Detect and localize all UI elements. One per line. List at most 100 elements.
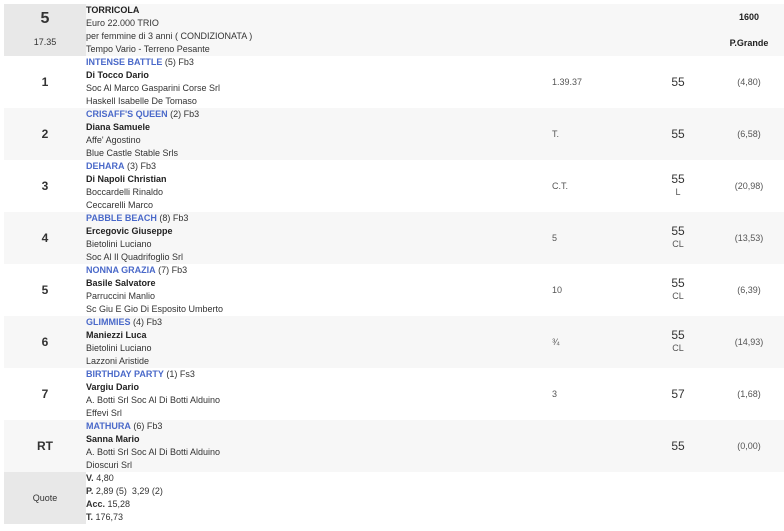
finish-position: 1 — [4, 56, 86, 108]
runner-info: INTENSE BATTLE (5) Fb3 Di Tocco Dario So… — [86, 56, 552, 108]
runner-row: 1 INTENSE BATTLE (5) Fb3 Di Tocco Dario … — [4, 56, 784, 108]
trainer: Soc Al Marco Gasparini Corse Srl — [86, 83, 221, 93]
race-header-row: 5 17.35 TORRICOLA Euro 22.000 TRIO per fe… — [4, 4, 784, 56]
owner: Sc Giu E Gio Di Esposito Umberto — [86, 304, 224, 314]
weight-cell: 55 CL — [642, 212, 714, 264]
runner-row: 3 DEHARA (3) Fb3 Di Napoli Christian Boc… — [4, 160, 784, 212]
race-time: 17.35 — [33, 36, 57, 47]
weight-cell: 55 — [642, 420, 714, 472]
quote-trio: T. 176,73 — [86, 512, 124, 522]
odds: (6,39) — [714, 264, 784, 316]
odds: (14,93) — [714, 316, 784, 368]
equipment-note: L — [675, 187, 681, 197]
runner-info: BIRTHDAY PARTY (1) Fs3 Vargiu Dario A. B… — [86, 368, 552, 420]
jockey: Di Tocco Dario — [86, 70, 149, 80]
race-name: TORRICOLA — [86, 5, 140, 15]
odds: (4,80) — [714, 56, 784, 108]
jockey: Diana Samuele — [86, 122, 151, 132]
finish-position: 6 — [4, 316, 86, 368]
runner-row: 5 NONNA GRAZIA (7) Fb3 Basile Salvatore … — [4, 264, 784, 316]
finish-position: 3 — [4, 160, 86, 212]
race-distance: 1600 — [738, 11, 760, 22]
quote-label: Quote — [4, 472, 86, 524]
horse-details: (1) Fs3 — [163, 369, 195, 379]
weight: 57 — [671, 386, 685, 401]
owner: Effevi Srl — [86, 408, 122, 418]
horse-name-link[interactable]: PABBLE BEACH — [86, 213, 157, 223]
equipment-note: CL — [672, 343, 684, 353]
quote-accoppiata: Acc. 15,28 — [86, 499, 131, 509]
jockey: Vargiu Dario — [86, 382, 140, 392]
finish-position: 2 — [4, 108, 86, 160]
runner-row: 6 GLIMMIES (4) Fb3 Maniezzi Luca Bietoli… — [4, 316, 784, 368]
weight: 55 — [671, 126, 685, 141]
trainer: A. Botti Srl Soc Al Di Botti Alduino — [86, 395, 221, 405]
owner: Dioscuri Srl — [86, 460, 133, 470]
horse-name-link[interactable]: BIRTHDAY PARTY — [86, 369, 164, 379]
trainer: Affe' Agostino — [86, 135, 141, 145]
jockey: Ercegovic Giuseppe — [86, 226, 173, 236]
weight-cell: 55 — [642, 56, 714, 108]
finish-time-margin: 1.39.37 — [552, 56, 642, 108]
horse-name-link[interactable]: CRISAFF'S QUEEN — [86, 109, 168, 119]
race-track: P.Grande — [729, 37, 769, 48]
finish-position: 4 — [4, 212, 86, 264]
weight-cell: 55 — [642, 108, 714, 160]
race-conditions: per femmine di 3 anni ( CONDIZIONATA ) — [86, 31, 253, 41]
runner-row: 2 CRISAFF'S QUEEN (2) Fb3 Diana Samuele … — [4, 108, 784, 160]
horse-name-link[interactable]: GLIMMIES — [86, 317, 131, 327]
weight-cell: 55 L — [642, 160, 714, 212]
quote-values: V. 4,80 P. 2,89 (5) 3,29 (2) Acc. 15,28 … — [86, 472, 552, 524]
finish-position: 5 — [4, 264, 86, 316]
jockey: Maniezzi Luca — [86, 330, 147, 340]
race-weather: Tempo Vario - Terreno Pesante — [86, 44, 210, 54]
runner-info: PABBLE BEACH (8) Fb3 Ercegovic Giuseppe … — [86, 212, 552, 264]
finish-time-margin: ¾ — [552, 316, 642, 368]
runner-info: NONNA GRAZIA (7) Fb3 Basile Salvatore Pa… — [86, 264, 552, 316]
equipment-note: CL — [672, 239, 684, 249]
horse-name-link[interactable]: MATHURA — [86, 421, 131, 431]
finish-time-margin: 3 — [552, 368, 642, 420]
horse-details: (8) Fb3 — [156, 213, 189, 223]
horse-name-link[interactable]: DEHARA — [86, 161, 125, 171]
weight: 55 — [671, 276, 685, 290]
horse-details: (5) Fb3 — [162, 57, 194, 67]
trainer: Parruccini Manlio — [86, 291, 156, 301]
finish-time-margin: 10 — [552, 264, 642, 316]
trainer: A. Botti Srl Soc Al Di Botti Alduino — [86, 447, 221, 457]
equipment-note: CL — [672, 291, 684, 301]
finish-time-margin: C.T. — [552, 160, 642, 212]
weight-cell: 55 CL — [642, 316, 714, 368]
owner: Lazzoni Aristide — [86, 356, 150, 366]
jockey: Sanna Mario — [86, 434, 140, 444]
weight: 55 — [671, 74, 685, 89]
horse-name-link[interactable]: INTENSE BATTLE — [86, 57, 163, 67]
quote-win: V. 4,80 — [86, 473, 114, 483]
runner-row: RT MATHURA (6) Fb3 Sanna Mario A. Botti … — [4, 420, 784, 472]
odds: (13,53) — [714, 212, 784, 264]
finish-time-margin: 5 — [552, 212, 642, 264]
finish-position: RT — [4, 420, 86, 472]
odds: (6,58) — [714, 108, 784, 160]
trainer: Bietolini Luciano — [86, 239, 152, 249]
runner-info: DEHARA (3) Fb3 Di Napoli Christian Bocca… — [86, 160, 552, 212]
finish-position: 7 — [4, 368, 86, 420]
jockey: Basile Salvatore — [86, 278, 156, 288]
horse-name-link[interactable]: NONNA GRAZIA — [86, 265, 156, 275]
weight-cell: 57 — [642, 368, 714, 420]
horse-details: (3) Fb3 — [124, 161, 157, 171]
race-distance-cell: 1600 P.Grande — [714, 4, 784, 56]
runner-info: GLIMMIES (4) Fb3 Maniezzi Luca Bietolini… — [86, 316, 552, 368]
quote-row: Quote V. 4,80 P. 2,89 (5) 3,29 (2) Acc. … — [4, 472, 784, 524]
runner-info: MATHURA (6) Fb3 Sanna Mario A. Botti Srl… — [86, 420, 552, 472]
owner: Blue Castle Stable Srls — [86, 148, 179, 158]
odds: (20,98) — [714, 160, 784, 212]
horse-details: (7) Fb3 — [155, 265, 188, 275]
horse-details: (4) Fb3 — [130, 317, 163, 327]
weight: 55 — [671, 438, 685, 453]
horse-details: (6) Fb3 — [130, 421, 163, 431]
owner: Ceccarelli Marco — [86, 200, 154, 210]
runner-info: CRISAFF'S QUEEN (2) Fb3 Diana Samuele Af… — [86, 108, 552, 160]
owner: Haskell Isabelle De Tomaso — [86, 96, 197, 106]
jockey: Di Napoli Christian — [86, 174, 167, 184]
